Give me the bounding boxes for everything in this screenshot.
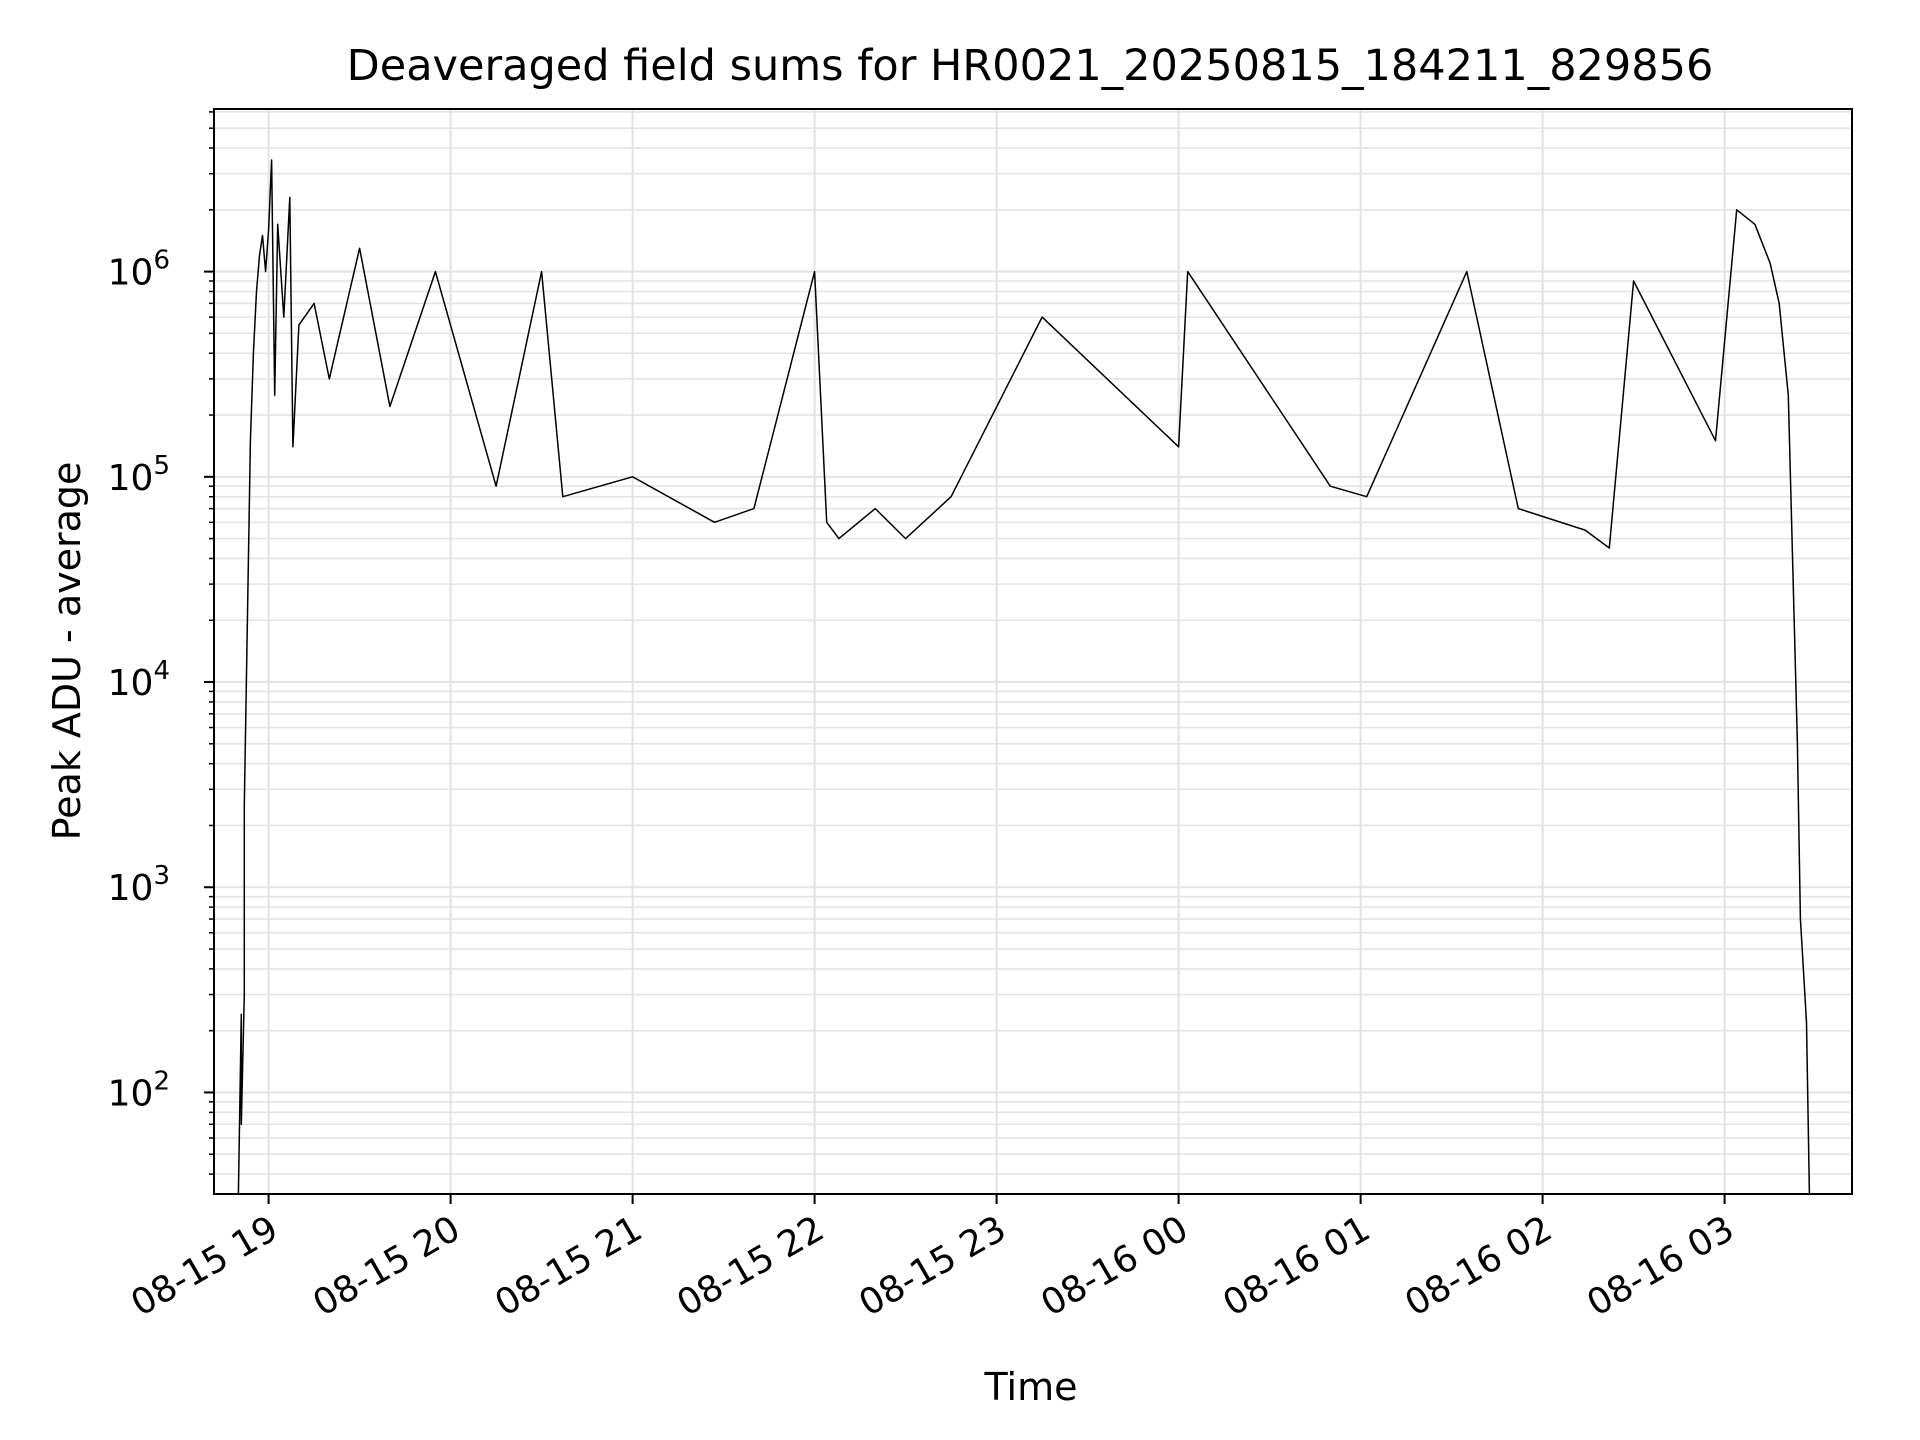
y-axis-label: Peak ADU - average bbox=[45, 462, 89, 841]
y-tick-label: 103 bbox=[108, 861, 170, 909]
series-layer bbox=[237, 159, 1811, 1194]
chart-title: Deaveraged field sums for HR0021_2025081… bbox=[347, 41, 1714, 91]
y-tick-label: 104 bbox=[108, 656, 170, 704]
y-tick-labels: 102 103 104 105 106 bbox=[108, 246, 170, 1115]
ticks bbox=[204, 111, 1726, 1204]
series-line bbox=[237, 159, 1811, 1194]
y-tick-label: 105 bbox=[108, 451, 170, 499]
plot-frame bbox=[213, 108, 1853, 1195]
grid bbox=[214, 109, 1852, 1194]
y-tick-label: 106 bbox=[108, 246, 170, 294]
x-axis-label: Time bbox=[984, 1365, 1078, 1409]
y-tick-label: 102 bbox=[108, 1066, 170, 1114]
